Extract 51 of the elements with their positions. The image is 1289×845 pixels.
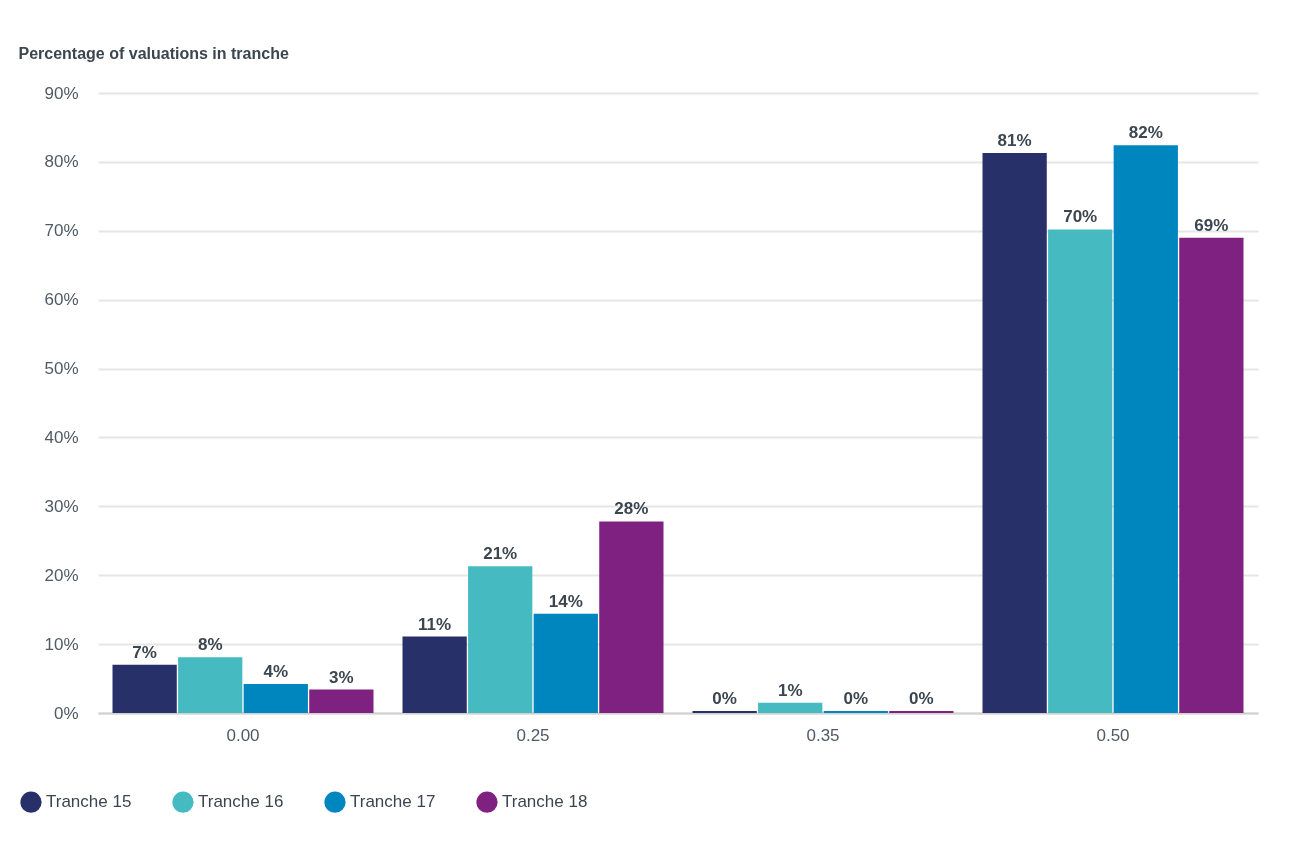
bar xyxy=(758,702,823,713)
y-tick-label: 60% xyxy=(44,290,79,310)
data-label: 21% xyxy=(483,544,518,564)
y-tick-label: 90% xyxy=(44,83,79,103)
bar xyxy=(243,684,308,713)
bar xyxy=(402,636,467,713)
bar xyxy=(982,152,1047,713)
bar xyxy=(823,710,888,713)
x-tick-label: 0.00 xyxy=(226,725,260,745)
bar xyxy=(533,613,598,713)
data-label: 70% xyxy=(1063,207,1098,227)
bar xyxy=(1113,145,1178,713)
y-tick-label: 30% xyxy=(44,496,79,516)
data-label: 8% xyxy=(197,635,223,655)
data-label: 7% xyxy=(132,642,157,662)
y-tick-label: 80% xyxy=(44,152,79,172)
data-label: 3% xyxy=(329,667,354,687)
data-label: 0% xyxy=(909,688,934,708)
bar xyxy=(889,710,954,713)
legend-label: Tranche 18 xyxy=(502,792,588,812)
data-label: 0% xyxy=(843,688,869,708)
data-label: 69% xyxy=(1194,215,1229,235)
data-label: 11% xyxy=(418,614,452,634)
bar xyxy=(178,657,243,713)
data-label: 82% xyxy=(1128,123,1163,143)
data-label: 4% xyxy=(263,662,289,682)
bar xyxy=(1048,229,1113,713)
data-label: 28% xyxy=(614,499,649,519)
legend-label: Tranche 15 xyxy=(46,792,132,812)
bar xyxy=(309,689,374,713)
bar xyxy=(692,710,757,713)
bar xyxy=(1179,237,1244,713)
y-tick-label: 20% xyxy=(44,565,79,585)
legend-label: Tranche 17 xyxy=(350,792,436,812)
data-label: 1% xyxy=(777,680,803,700)
data-label: 0% xyxy=(712,688,737,708)
data-label: 81% xyxy=(997,130,1032,150)
bar xyxy=(599,521,664,713)
y-tick-label: 40% xyxy=(44,427,79,447)
y-axis-title: Percentage of valuations in tranche xyxy=(18,44,289,62)
x-tick-label: 0.25 xyxy=(516,725,550,745)
bar xyxy=(112,664,177,713)
bar xyxy=(468,566,533,713)
x-tick-label: 0.35 xyxy=(806,725,840,745)
y-tick-label: 0% xyxy=(53,703,79,723)
legend-label: Tranche 16 xyxy=(198,792,284,812)
y-tick-label: 50% xyxy=(44,359,79,379)
y-tick-label: 70% xyxy=(44,221,79,241)
x-tick-label: 0.50 xyxy=(1096,725,1130,745)
data-label: 14% xyxy=(548,591,583,611)
y-tick-label: 10% xyxy=(44,634,79,654)
